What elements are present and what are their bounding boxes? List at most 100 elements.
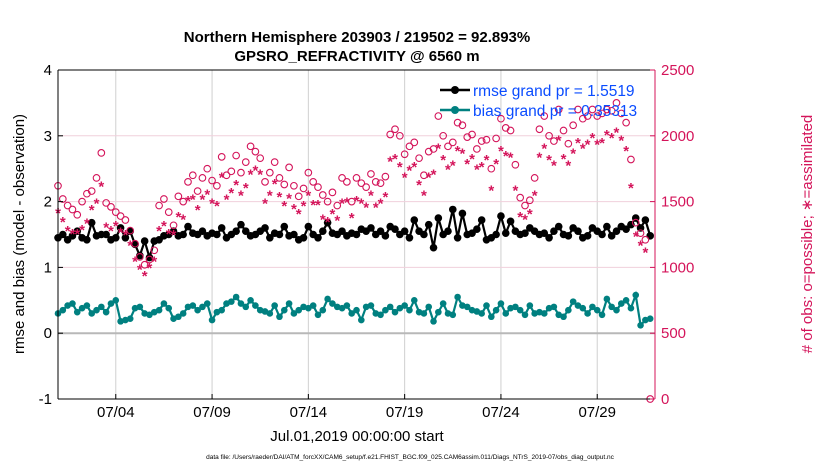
bias-point [324,295,331,303]
assimilated-obs-point: * [301,198,307,215]
assimilated-obs-point: * [132,254,138,271]
possible-obs-point [58,195,67,203]
possible-obs-point [429,145,438,153]
rmse-point [299,233,308,242]
rmse-point [564,232,573,240]
possible-obs-point [367,170,375,178]
assimilated-obs-point: * [565,157,571,174]
bias-point [521,311,529,319]
bias-point [126,315,134,323]
bias-point [179,310,187,317]
rmse-point [198,227,207,236]
possible-obs-point [203,164,212,173]
assimilated-obs-point: * [580,140,586,157]
possible-obs-point [564,139,573,148]
bias-point [59,306,67,314]
possible-obs-point [237,168,245,177]
possible-obs-point [410,138,419,147]
bias-point [155,306,163,314]
assimilated-obs-point: * [570,146,576,163]
assimilated-obs-point: * [200,192,206,209]
assimilated-obs-point: * [512,182,518,199]
possible-obs-point [617,109,626,118]
assimilated-obs-point: * [450,157,456,174]
assimilated-obs-point: * [575,135,581,152]
possible-obs-point [246,142,255,151]
possible-obs-point [391,125,399,134]
rmse-point [400,227,409,236]
possible-obs-point [304,168,313,177]
assimilated-obs-point: * [546,152,552,169]
rmse-point [261,224,269,232]
rmse-point [145,253,154,262]
assimilated-obs-point: * [89,202,95,219]
possible-obs-point [386,130,395,139]
assimilated-obs-point: * [421,188,427,205]
bias-point [396,304,404,312]
rmse-point [405,233,414,242]
assimilated-obs-point: * [373,200,379,217]
rmse-point [492,230,500,239]
bias-point [314,311,322,319]
y-tick-label: 2 [44,194,52,211]
possible-obs-point [473,145,481,153]
rmse-point [352,230,361,239]
bias-point [353,306,360,314]
assimilated-obs-point: * [585,136,591,153]
assimilated-obs-point: * [397,159,403,176]
assimilated-obs-point: * [262,196,268,213]
chart-subtitle: GPSRO_REFRACTIVITY @ 6560 m [234,48,479,65]
bias-point [73,308,81,316]
rmse-point [367,224,375,232]
possible-obs-point [169,221,178,230]
possible-obs-point [482,135,491,144]
assimilated-obs-point: * [248,167,254,184]
rmse-point [434,214,443,222]
possible-obs-point [535,125,544,134]
possible-obs-point [511,160,520,169]
bias-point [430,318,437,325]
assimilated-obs-point: * [118,225,124,242]
bias-point [242,303,250,311]
rmse-point [121,233,130,242]
bias-point [593,306,601,314]
possible-obs-point [198,174,207,182]
assimilated-obs-point: * [137,261,143,278]
assimilated-obs-point: * [296,206,302,223]
rmse-point [540,229,549,237]
bias-point [478,310,485,317]
assimilated-obs-point: * [238,188,244,205]
possible-obs-point [290,181,298,190]
assimilated-obs-point: * [402,169,408,186]
rmse-point [545,233,553,242]
rmse-point [429,243,438,252]
bias-point [175,313,182,321]
y-right-tick-label: 500 [661,325,686,342]
bias-point [579,304,587,312]
possible-obs-point [545,131,553,140]
possible-obs-point [631,218,640,227]
assimilated-obs-point: * [142,268,148,285]
rmse-point [102,230,110,239]
assimilated-obs-point: * [60,214,66,231]
possible-obs-point [323,197,332,206]
bias-point [632,291,640,299]
rmse-point [497,212,505,220]
possible-obs-point [362,183,370,191]
assimilated-obs-point: * [127,238,133,255]
possible-obs-point [232,151,240,160]
x-tick-label: 07/19 [386,404,424,421]
bias-point [136,303,144,311]
rmse-point [458,209,467,218]
rmse-point [304,222,313,231]
assimilated-obs-point: * [464,156,470,173]
assimilated-obs-point: * [426,169,432,186]
y-right-tick-label: 2000 [661,128,694,145]
possible-obs-point [506,126,515,135]
y-axis-label: rmse and bias (model - observation) [11,114,28,354]
possible-obs-point [256,154,265,163]
bias-point [617,300,625,307]
rmse-point [314,233,322,242]
assimilated-obs-point: * [527,206,533,223]
possible-obs-point [280,180,289,189]
